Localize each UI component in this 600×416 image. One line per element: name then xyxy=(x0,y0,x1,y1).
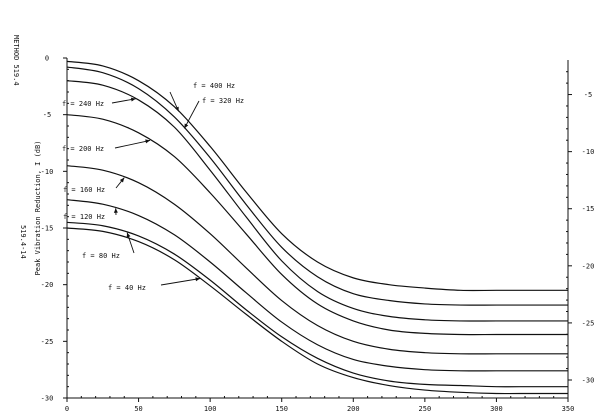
annotation-label: f = 160 Hz xyxy=(63,186,105,194)
series-line-f-40-hz xyxy=(66,227,568,395)
series-line-f-320-hz xyxy=(66,66,568,306)
x-tick-label: 0 xyxy=(65,405,69,413)
y-axis-label: Peak Vibration Reduction, I (dB) xyxy=(34,141,42,276)
axes-layer: 0 -5 -10 -15 -20 -25 -30 0 50 100 150 200 250 300 350 -… xyxy=(41,55,595,414)
left-y-tick-label: -30 xyxy=(41,395,54,403)
annotation-label: f = 240 Hz xyxy=(62,100,104,108)
annotation-arrow xyxy=(160,278,201,286)
left-y-tick-label: -10 xyxy=(41,168,54,176)
series-line-f-240-hz xyxy=(66,80,568,322)
left-y-tick-label: -25 xyxy=(41,338,54,346)
annotation-label: f = 120 Hz xyxy=(63,213,105,221)
annotation-label: f = 80 Hz xyxy=(82,252,120,260)
series-line-f-120-hz xyxy=(66,199,568,372)
x-tick-label: 350 xyxy=(562,405,575,413)
x-tick-label: 50 xyxy=(134,405,142,413)
annotation-label: f = 320 Hz xyxy=(202,97,244,105)
series-line-f-200-hz xyxy=(66,114,568,336)
annotation-arrowhead xyxy=(126,232,131,238)
series-line-f-160-hz xyxy=(66,165,568,355)
annotation-arrowhead xyxy=(130,97,136,102)
left-y-tick-label: -15 xyxy=(41,225,54,233)
right-y-tick-label: -25 xyxy=(582,319,595,327)
annotation-arrowhead xyxy=(174,106,179,112)
figure-number-label: 519.4-14 xyxy=(19,225,27,259)
x-tick-label: 250 xyxy=(419,405,432,413)
left-y-tick-label: 0 xyxy=(45,55,49,63)
series-line-f-400-hz xyxy=(66,60,568,292)
annotation-arrowhead xyxy=(113,208,118,213)
series-line-f-80-hz xyxy=(66,221,568,388)
annotations-layer: f = 400 Hz f = 320 Hz f = 240 Hz f = 200 Hz… xyxy=(62,82,244,292)
annotation-arrowhead xyxy=(145,139,151,144)
curves-layer xyxy=(66,60,568,395)
annotation-label: f = 40 Hz xyxy=(108,284,146,292)
annotation-arrowhead xyxy=(195,277,201,282)
x-tick-label: 100 xyxy=(204,405,217,413)
annotation-arrowhead xyxy=(184,123,189,129)
left-y-tick-label: -20 xyxy=(41,281,54,289)
left-y-tick-label: -5 xyxy=(43,111,51,119)
right-y-tick-label: -15 xyxy=(582,205,595,213)
annotation-label: f = 200 Hz xyxy=(62,145,104,153)
side-method-label: METHOD 519.4 xyxy=(12,35,20,86)
x-tick-label: 150 xyxy=(275,405,288,413)
right-y-tick-label: -20 xyxy=(582,262,595,270)
annotation-arrowhead xyxy=(119,177,125,183)
x-tick-label: 200 xyxy=(347,405,360,413)
x-tick-label: 300 xyxy=(490,405,503,413)
annotation-label: f = 400 Hz xyxy=(193,82,235,90)
annotation-arrow xyxy=(114,139,151,149)
right-y-tick-label: -5 xyxy=(584,91,592,99)
right-y-tick-label: -10 xyxy=(582,148,595,156)
right-y-tick-label: -30 xyxy=(582,377,595,385)
annotation-arrow xyxy=(183,100,200,129)
